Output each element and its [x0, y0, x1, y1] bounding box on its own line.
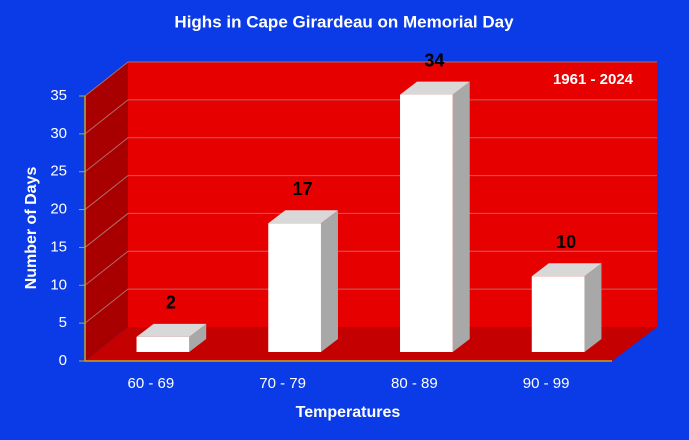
- grid-line: [84, 99, 657, 135]
- x-tick-label: 60 - 69: [128, 375, 175, 392]
- back-wall: [128, 62, 657, 327]
- grid-line: [84, 61, 657, 97]
- grid: [84, 61, 657, 324]
- bar-side: [584, 263, 602, 352]
- y-tick-label: 30: [50, 125, 67, 142]
- bar: [136, 336, 190, 352]
- y-tick-label: 25: [50, 163, 67, 180]
- bar-side: [189, 323, 207, 352]
- y-tick-label: 5: [59, 314, 67, 331]
- x-tick-label: 90 - 99: [523, 375, 570, 392]
- bar-side: [452, 81, 470, 353]
- data-label: 10: [556, 232, 576, 252]
- bars: [136, 81, 602, 353]
- y-axis-title: Number of Days: [23, 167, 40, 290]
- grid-line: [84, 137, 657, 173]
- data-label: 2: [166, 293, 176, 313]
- data-label: 17: [293, 179, 313, 199]
- y-tick-label: 35: [50, 87, 67, 104]
- bar-side: [320, 210, 338, 352]
- bar-top: [531, 263, 602, 277]
- bar: [531, 276, 585, 352]
- data-label: 34: [424, 50, 444, 70]
- grid-line: [84, 212, 657, 248]
- x-tick-label: 80 - 89: [391, 375, 438, 392]
- annotation: 1961 - 2024: [553, 71, 634, 88]
- grid-line: [84, 250, 657, 286]
- walls: [85, 62, 657, 361]
- bar-top: [268, 210, 338, 224]
- y-tick-label: 10: [50, 276, 67, 293]
- y-tick-label: 20: [50, 201, 67, 218]
- grid-line: [84, 288, 657, 324]
- x-axis-title: Temperatures: [296, 404, 401, 421]
- floor: [85, 327, 657, 361]
- grid-line: [84, 175, 657, 210]
- bar: [400, 94, 453, 353]
- x-tick-label: 70 - 79: [259, 375, 306, 392]
- side-wall: [85, 62, 128, 361]
- y-tick-label: 0: [59, 352, 67, 369]
- bar-top: [400, 81, 470, 95]
- y-tick-label: 15: [50, 238, 67, 255]
- bar-top: [136, 323, 207, 337]
- bar: [268, 223, 321, 352]
- chart-title: Highs in Cape Girardeau on Memorial Day: [174, 12, 514, 31]
